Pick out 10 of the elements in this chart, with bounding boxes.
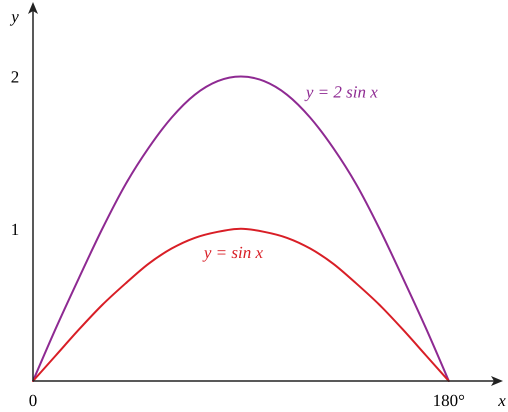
x-tick-label: 180° bbox=[432, 391, 465, 410]
line-series bbox=[32, 76, 450, 382]
y-tick-label: 2 bbox=[10, 68, 20, 87]
y-axis-title: y bbox=[9, 7, 20, 26]
y-tick-label: 1 bbox=[10, 220, 20, 239]
line-series bbox=[32, 228, 450, 382]
series-label: y = sin x bbox=[202, 242, 264, 262]
x-tick-label: 0 bbox=[28, 391, 38, 410]
series-label: y = 2 sin x bbox=[304, 82, 378, 102]
x-axis-title: x bbox=[497, 391, 506, 410]
